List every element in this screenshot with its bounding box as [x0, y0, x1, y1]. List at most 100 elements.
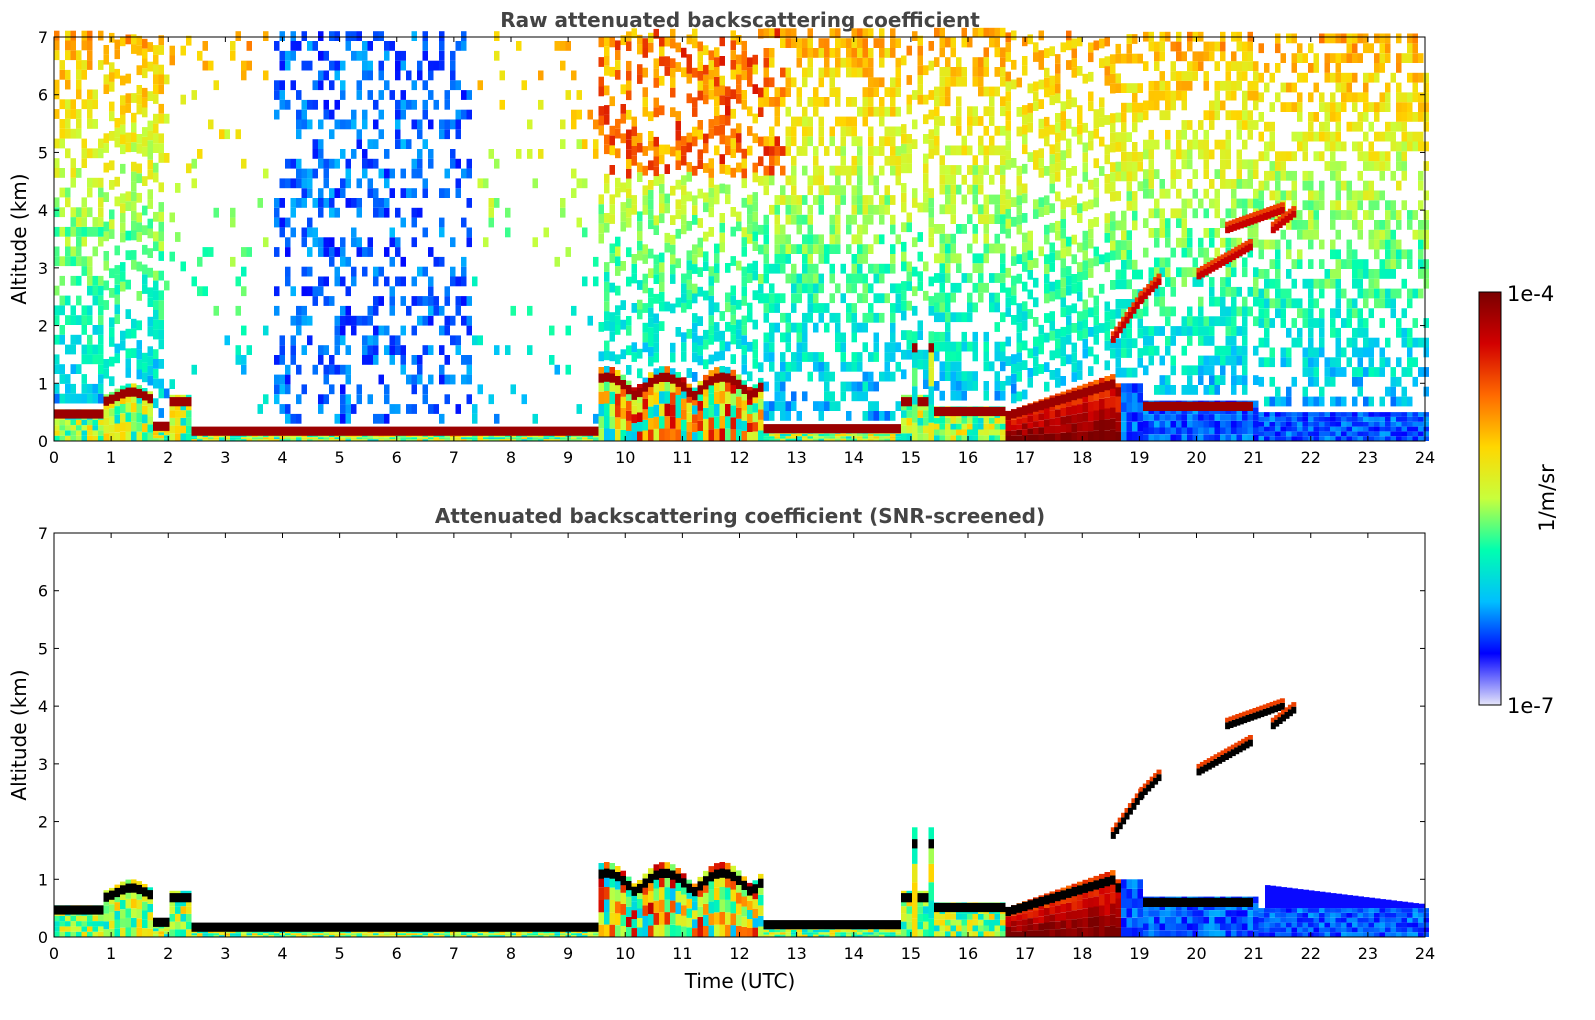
noise-cell [362, 168, 368, 179]
noise-cell [1253, 61, 1259, 71]
noise-cell [1423, 220, 1429, 230]
layer-edge [285, 426, 291, 436]
noise-cell [1016, 77, 1022, 88]
noise-cell [1137, 318, 1143, 329]
noise-cell [560, 60, 566, 71]
noise-cell [763, 254, 769, 264]
bl-cell [681, 430, 687, 441]
bl-cell [648, 395, 654, 407]
noise-cell [752, 113, 758, 124]
noise-cell [670, 352, 676, 363]
noise-cell [158, 202, 164, 212]
noise-cell [939, 184, 945, 195]
noise-cell [1269, 190, 1275, 201]
noise-cell [593, 149, 599, 159]
noise-cell [1170, 61, 1176, 71]
noise-cell [1357, 170, 1363, 181]
noise-cell [1022, 389, 1028, 400]
noise-cell [1390, 72, 1396, 83]
noise-cell [1423, 269, 1429, 279]
bl-cell [125, 402, 131, 413]
noise-cell [1368, 190, 1374, 201]
noise-cell [1022, 252, 1028, 262]
noise-cell [65, 119, 71, 129]
noise-cell [1363, 72, 1369, 83]
noise-cell [1055, 152, 1061, 163]
noise-cell [972, 263, 978, 273]
bl-cell [516, 439, 522, 441]
noise-cell [1060, 326, 1066, 337]
noise-cell [1423, 92, 1429, 103]
noise-cell [54, 305, 60, 316]
noise-cell [76, 60, 82, 70]
layer-edge [367, 426, 373, 436]
noise-cell [1126, 171, 1132, 182]
layer-edge [620, 380, 626, 390]
noise-cell [70, 177, 76, 188]
noise-cell [395, 129, 401, 140]
noise-cell [846, 57, 852, 68]
noise-cell [1379, 298, 1385, 309]
noise-cell [323, 158, 329, 169]
noise-cell [136, 222, 142, 233]
noise-cell [153, 133, 159, 144]
bl-cell [307, 437, 313, 440]
noise-cell [1000, 243, 1006, 254]
noise-cell [879, 146, 885, 156]
noise-cell [103, 45, 109, 55]
noise-cell [351, 237, 357, 248]
layer-edge [191, 426, 197, 436]
noise-cell [862, 391, 868, 402]
noise-cell [59, 325, 65, 335]
noise-cell [824, 146, 830, 156]
noise-cell [1005, 307, 1011, 317]
noise-cell [890, 332, 896, 343]
noise-cell [835, 146, 841, 156]
noise-cell [983, 145, 989, 156]
bl-cell [587, 439, 593, 441]
noise-cell [890, 303, 896, 313]
noise-cell [813, 263, 819, 274]
noise-cell [659, 174, 665, 184]
noise-cell [406, 374, 412, 385]
noise-cell [1132, 112, 1138, 123]
noise-cell [81, 383, 87, 394]
noise-cell [1170, 100, 1176, 111]
noise-cell [1231, 198, 1237, 209]
noise-cell [1005, 101, 1011, 111]
noise-cell [912, 266, 918, 277]
noise-cell [329, 296, 335, 306]
noise-cell [318, 286, 324, 297]
noise-cell [274, 374, 280, 385]
noise-cell [868, 401, 874, 411]
noise-cell [439, 305, 445, 316]
noise-cell [290, 335, 296, 346]
noise-cell [835, 224, 841, 235]
noise-cell [912, 198, 918, 208]
noise-cell [879, 106, 885, 117]
noise-cell [1088, 179, 1094, 190]
noise-cell [439, 50, 445, 61]
noise-cell [829, 214, 835, 225]
bl-cell [675, 418, 681, 430]
noise-cell [708, 285, 714, 296]
noise-cell [868, 136, 874, 147]
noise-cell [417, 119, 423, 130]
noise-cell [1313, 190, 1319, 201]
noise-cell [620, 104, 626, 114]
noise-cell [1280, 102, 1286, 112]
noise-cell [1027, 309, 1033, 319]
noise-cell [1121, 102, 1127, 113]
noise-cell [114, 137, 120, 148]
noise-cell [560, 198, 566, 208]
noise-cell [1115, 43, 1121, 54]
noise-cell [890, 106, 896, 117]
noise-cell [125, 348, 131, 359]
noise-cell [455, 345, 461, 355]
noise-cell [1242, 179, 1248, 189]
noise-cell [615, 50, 621, 60]
noise-cell [791, 136, 797, 147]
noise-cell [851, 391, 857, 402]
noise-cell [1352, 327, 1358, 338]
noise-cell [703, 133, 709, 144]
